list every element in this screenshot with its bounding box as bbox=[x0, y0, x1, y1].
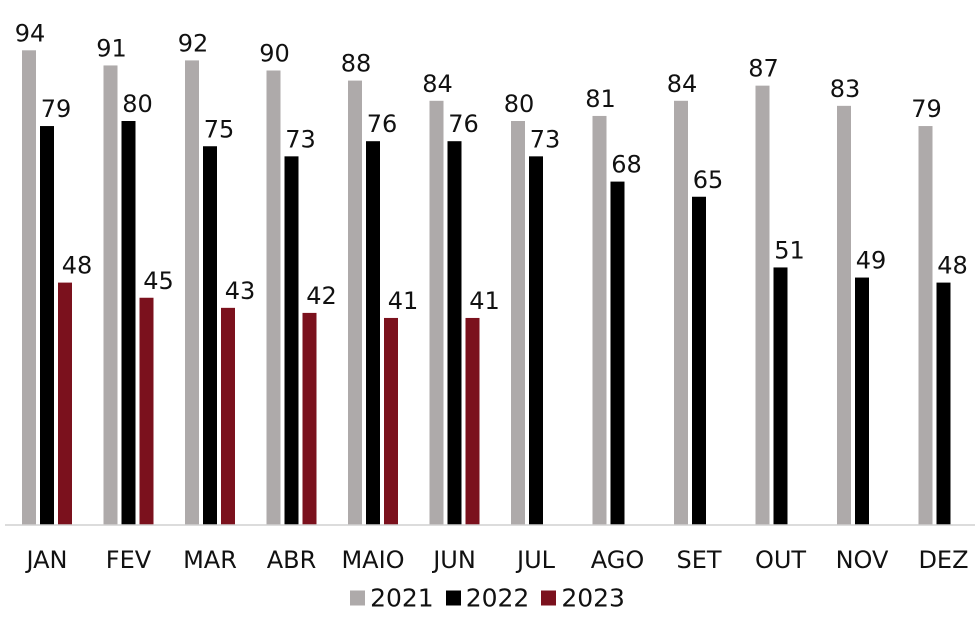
bar-2023-jun bbox=[465, 317, 480, 525]
data-label-2021-abr: 90 bbox=[259, 40, 290, 68]
bar-2023-fev bbox=[139, 297, 154, 525]
data-label-2023-jan: 48 bbox=[62, 252, 93, 280]
x-tick-label-mar: MAR bbox=[183, 546, 237, 574]
data-label-2021-mar: 92 bbox=[178, 29, 209, 57]
x-tick-label-jul: JUL bbox=[515, 546, 556, 574]
bar-2022-mar bbox=[203, 146, 217, 525]
bar-2022-jun bbox=[447, 141, 462, 525]
bar-2021-jul bbox=[511, 121, 525, 525]
legend-item-2022: 2022 bbox=[445, 583, 530, 613]
data-label-2022-abr: 73 bbox=[285, 125, 316, 153]
x-tick-label-out: OUT bbox=[755, 546, 806, 574]
data-label-2022-out: 51 bbox=[774, 236, 805, 264]
bar-2022-jan bbox=[40, 126, 54, 526]
bar-2022-ago bbox=[610, 181, 625, 525]
bar-2022-dez bbox=[936, 282, 951, 525]
x-tick-label-set: SET bbox=[676, 546, 721, 574]
x-tick-label-jan: JAN bbox=[24, 546, 67, 574]
legend-swatch-2022 bbox=[445, 590, 461, 606]
data-label-2022-fev: 80 bbox=[122, 90, 153, 118]
x-tick-label-abr: ABR bbox=[267, 546, 317, 574]
data-label-2021-ago: 81 bbox=[585, 85, 616, 113]
x-tick-labels-group: JAN FEV MAR ABR MAIO JUN JUL AGO SET OUT NOV DEZ bbox=[24, 546, 968, 574]
x-tick-label-jun: JUN bbox=[431, 546, 476, 574]
x-tick-label-maio: MAIO bbox=[341, 546, 404, 574]
bar-chart: 94 79 48 91 80 45 92 75 43 90 73 42 88 76 41 84 76 41 80 73… bbox=[5, 19, 975, 574]
data-label-2022-mar: 75 bbox=[204, 115, 235, 143]
legend-label-2021: 2021 bbox=[370, 583, 434, 613]
data-label-2022-dez: 48 bbox=[937, 252, 968, 280]
data-label-2022-set: 65 bbox=[693, 166, 724, 194]
x-tick-label-fev: FEV bbox=[106, 546, 152, 574]
data-label-2021-nov: 83 bbox=[830, 75, 861, 103]
data-label-2023-mar: 43 bbox=[225, 277, 256, 305]
data-label-2021-jan: 94 bbox=[15, 19, 46, 47]
bar-2023-abr bbox=[302, 312, 317, 525]
bar-2023-maio bbox=[384, 317, 398, 525]
data-label-2023-maio: 41 bbox=[388, 287, 419, 315]
bar-2022-set bbox=[692, 196, 706, 525]
bar-2021-dez bbox=[918, 126, 933, 526]
data-label-2021-out: 87 bbox=[748, 55, 779, 83]
data-label-2021-maio: 88 bbox=[341, 50, 372, 78]
bar-2022-fev bbox=[121, 121, 136, 525]
bar-2022-abr bbox=[284, 156, 299, 525]
data-label-2022-maio: 76 bbox=[367, 110, 398, 138]
bar-2021-fev bbox=[103, 65, 118, 525]
bar-2021-ago bbox=[592, 115, 607, 525]
data-label-2023-fev: 45 bbox=[143, 267, 174, 295]
bar-2022-nov bbox=[855, 277, 869, 525]
legend-swatch-2023 bbox=[541, 590, 557, 606]
bar-2023-jan bbox=[58, 282, 72, 525]
bar-2023-mar bbox=[221, 307, 235, 525]
bar-2021-set bbox=[674, 100, 688, 526]
bar-2021-out bbox=[755, 85, 770, 526]
x-tick-label-nov: NOV bbox=[836, 546, 889, 574]
data-labels-group: 94 79 48 91 80 45 92 75 43 90 73 42 88 76 41 84 76 41 80 73… bbox=[15, 19, 968, 315]
data-label-2021-jun: 84 bbox=[422, 70, 453, 98]
legend: 2021 2022 2023 bbox=[0, 584, 975, 613]
bar-2021-jun bbox=[429, 100, 444, 526]
data-label-2021-fev: 91 bbox=[96, 34, 127, 62]
data-label-2022-ago: 68 bbox=[611, 151, 642, 179]
legend-item-2021: 2021 bbox=[350, 584, 434, 613]
data-label-2021-dez: 79 bbox=[911, 95, 942, 123]
bar-2022-out bbox=[773, 267, 788, 525]
x-tick-label-dez: DEZ bbox=[918, 546, 968, 574]
data-label-2022-jul: 73 bbox=[530, 125, 561, 153]
data-label-2023-abr: 42 bbox=[306, 282, 337, 310]
bar-2022-maio bbox=[366, 141, 380, 525]
data-label-2022-jun: 76 bbox=[448, 110, 479, 138]
bar-2022-jul bbox=[529, 156, 543, 525]
bar-2021-maio bbox=[348, 80, 362, 525]
legend-item-2023: 2023 bbox=[541, 584, 625, 613]
data-label-2022-jan: 79 bbox=[41, 95, 72, 123]
data-label-2021-jul: 80 bbox=[504, 90, 535, 118]
data-label-2023-jun: 41 bbox=[469, 287, 500, 315]
bar-2021-nov bbox=[837, 105, 851, 525]
bar-2021-mar bbox=[185, 60, 199, 526]
legend-label-2022: 2022 bbox=[465, 583, 530, 613]
data-label-2021-set: 84 bbox=[667, 70, 698, 98]
legend-label-2023: 2023 bbox=[561, 583, 625, 613]
x-tick-label-ago: AGO bbox=[591, 546, 644, 574]
data-label-2022-nov: 49 bbox=[856, 247, 887, 275]
bar-2021-jan bbox=[22, 50, 36, 526]
bar-2021-abr bbox=[266, 70, 281, 525]
legend-swatch-2021 bbox=[350, 590, 366, 606]
bars-group bbox=[22, 50, 951, 526]
